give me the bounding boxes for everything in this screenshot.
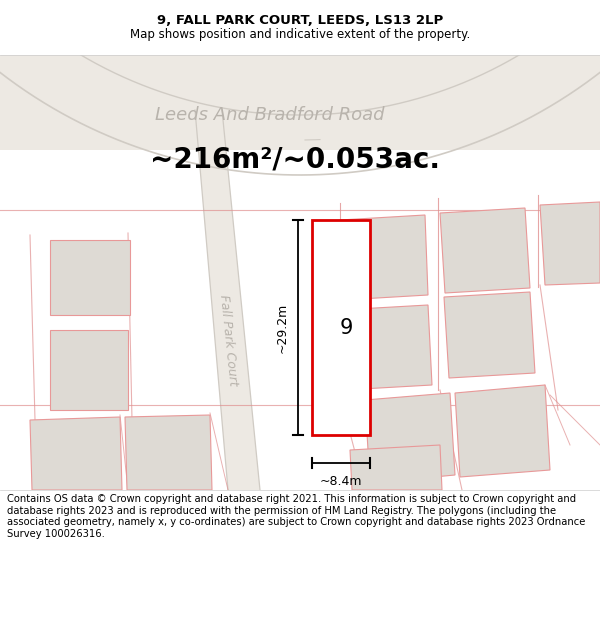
- Text: ~29.2m: ~29.2m: [276, 302, 289, 352]
- Text: ~8.4m: ~8.4m: [320, 475, 362, 488]
- Polygon shape: [0, 50, 600, 150]
- Polygon shape: [30, 417, 122, 490]
- Text: 9: 9: [340, 318, 353, 338]
- Polygon shape: [195, 110, 260, 490]
- Polygon shape: [440, 208, 530, 293]
- Text: Leeds And Bradford Road: Leeds And Bradford Road: [155, 106, 385, 124]
- Text: Fall Park Court: Fall Park Court: [217, 294, 239, 386]
- Polygon shape: [50, 330, 128, 410]
- Text: ~216m²/~0.053ac.: ~216m²/~0.053ac.: [150, 146, 440, 174]
- Polygon shape: [444, 292, 535, 378]
- Polygon shape: [350, 445, 442, 490]
- Polygon shape: [340, 215, 428, 300]
- Text: 9, FALL PARK COURT, LEEDS, LS13 2LP: 9, FALL PARK COURT, LEEDS, LS13 2LP: [157, 14, 443, 27]
- Text: Map shows position and indicative extent of the property.: Map shows position and indicative extent…: [130, 28, 470, 41]
- Polygon shape: [365, 393, 455, 483]
- Polygon shape: [125, 415, 212, 490]
- Polygon shape: [312, 220, 370, 435]
- Polygon shape: [455, 385, 550, 477]
- Polygon shape: [50, 240, 130, 315]
- Text: Contains OS data © Crown copyright and database right 2021. This information is : Contains OS data © Crown copyright and d…: [7, 494, 586, 539]
- Polygon shape: [540, 202, 600, 285]
- Polygon shape: [340, 305, 432, 390]
